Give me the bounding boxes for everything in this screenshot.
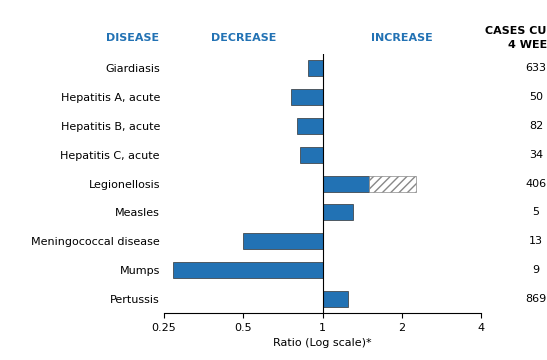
Text: 4 WEEKS: 4 WEEKS [508,40,547,50]
Text: 82: 82 [529,121,543,131]
Text: CASES CURRENT: CASES CURRENT [485,26,547,36]
Text: 869: 869 [526,294,546,304]
Bar [173,262,323,278]
Bar [308,60,323,76]
Bar [243,233,323,249]
Bar [297,118,323,134]
Bar [323,176,369,192]
Text: 633: 633 [526,63,546,73]
Text: DISEASE: DISEASE [106,33,159,43]
Text: INCREASE: INCREASE [371,33,433,43]
Text: DECREASE: DECREASE [211,33,276,43]
Text: 406: 406 [526,179,546,189]
Bar [323,204,353,220]
Bar [369,176,416,192]
Bar [292,89,323,105]
Bar [300,147,323,163]
Text: 5: 5 [533,207,539,217]
Text: 9: 9 [532,265,540,275]
Text: 13: 13 [529,236,543,246]
Bar [323,291,348,307]
X-axis label: Ratio (Log scale)*: Ratio (Log scale)* [274,338,372,348]
Text: 34: 34 [529,150,543,160]
Text: 50: 50 [529,92,543,102]
